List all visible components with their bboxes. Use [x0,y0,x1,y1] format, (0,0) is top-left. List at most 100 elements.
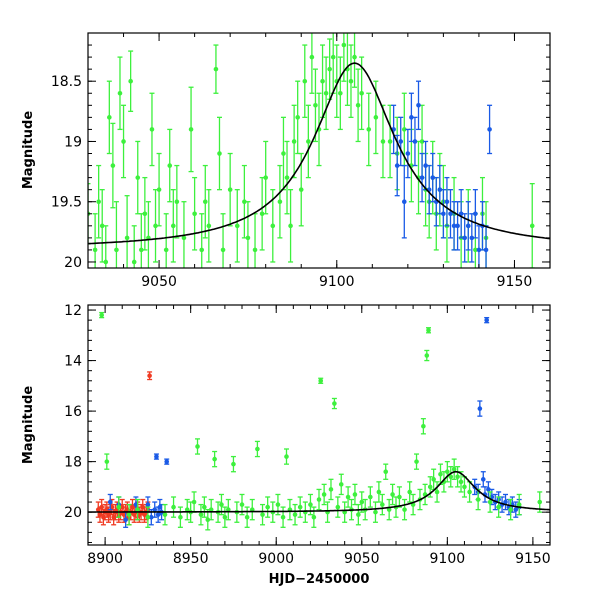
green-point [445,469,450,475]
green-point [255,446,260,452]
green-point [252,247,258,253]
green-point [306,139,311,144]
blue-point [473,211,478,217]
green-point [131,259,137,265]
x-tick-label: 9000 [258,551,294,567]
data-layer [88,311,550,531]
green-point [167,163,173,168]
green-point [455,474,460,480]
green-point [270,223,276,229]
blue-point [394,163,400,168]
green-point [448,474,454,480]
green-point [537,499,543,505]
green-point [217,151,222,156]
blue-point [164,459,170,464]
green-point [297,504,303,510]
y-tick-label: 20 [64,505,82,521]
green-point [386,507,392,512]
plot-frame [87,32,551,269]
x-tick-label: 9100 [430,551,466,567]
green-point [206,223,212,229]
green-point [171,504,176,510]
green-point [192,211,197,217]
green-point [208,507,214,512]
green-point [419,139,425,144]
green-point [467,489,472,495]
green-point [427,484,433,490]
green-point [110,163,116,168]
green-point [407,489,412,495]
green-point [104,459,110,464]
y-tick-label: 20 [64,255,82,271]
y-axis-label: Magnitude [21,111,36,190]
green-point [284,175,290,180]
y-tick-label: 18 [64,455,82,471]
x-tick-label: 9050 [344,551,380,567]
green-point [335,504,341,510]
y-tick-label: 16 [64,404,82,420]
green-point [205,517,211,523]
green-point [383,469,389,475]
green-point [338,482,344,487]
green-point [163,247,169,253]
blue-point [458,211,464,217]
green-point [431,477,436,482]
green-point [234,223,240,229]
green-point [401,127,407,132]
blue-point [462,235,468,241]
green-point [373,509,378,515]
green-point [373,115,379,120]
green-point [284,454,289,459]
blue-point [152,507,158,512]
green-point [139,247,144,253]
green-point [142,211,148,217]
blue-point [149,514,154,520]
x-tick-label: 9050 [141,274,177,290]
green-point [434,489,440,495]
green-point [424,353,430,358]
green-point [402,507,407,512]
green-point [242,199,247,205]
green-point [170,223,176,229]
green-point [277,199,283,205]
x-tick-label: 9150 [515,551,551,567]
green-point [311,514,317,520]
green-point [414,459,419,464]
x-tick-label: 8900 [87,551,123,567]
y-axis-label: Magnitude [21,386,36,465]
blue-point [455,223,460,229]
blue-point [437,187,443,192]
green-point [239,502,245,507]
green-point [302,78,308,84]
y-tick-label: 19 [64,134,82,150]
green-point [291,139,297,144]
green-point [181,235,187,241]
green-point [341,42,347,48]
green-point [295,115,300,120]
green-point [191,499,197,505]
green-point [516,502,522,507]
green-point [227,187,233,192]
green-point [387,139,393,144]
green-point [220,247,226,253]
green-point [202,504,207,510]
green-point [263,175,268,180]
green-point [309,54,315,60]
green-point [451,466,457,472]
green-point [288,223,293,229]
green-point [529,223,535,229]
green-point [356,512,361,517]
green-point [145,514,151,520]
green-point [249,507,255,512]
blue-point [430,175,436,180]
blue-point [441,211,446,217]
green-point [397,494,402,500]
green-point [345,494,351,500]
x-tick-label: 9100 [319,274,355,290]
blue-point [416,103,421,108]
green-point [195,444,200,449]
green-point [473,247,478,253]
blue-point [513,507,519,512]
green-point [99,223,105,229]
green-point [135,175,141,180]
